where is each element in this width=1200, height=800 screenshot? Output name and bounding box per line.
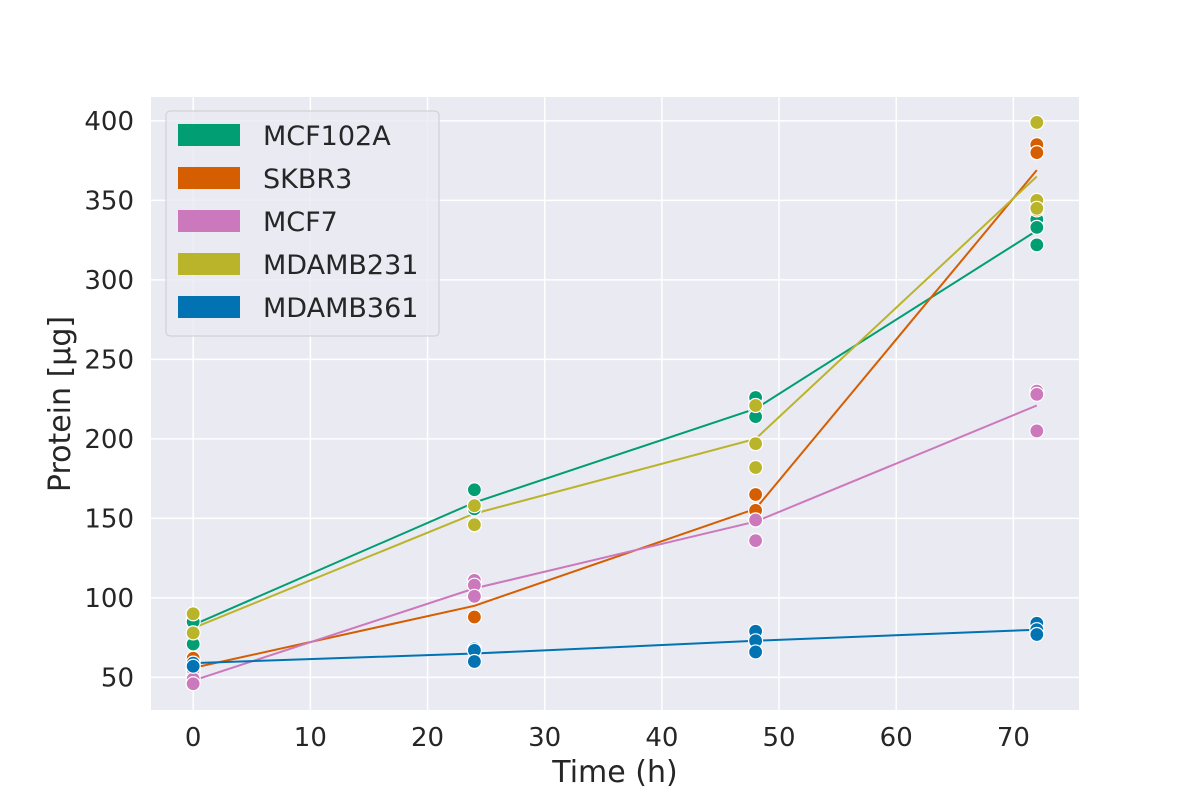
x-tick-label: 60 [880, 723, 913, 753]
data-point [748, 459, 764, 476]
data-point [748, 397, 764, 414]
series-points [185, 114, 1045, 692]
y-tick-label: 400 [84, 107, 134, 137]
data-point [748, 644, 764, 660]
y-tick-label: 250 [84, 345, 134, 375]
data-point [466, 588, 482, 604]
legend-swatch [178, 167, 240, 189]
legend-swatch [178, 253, 240, 275]
y-tick-label: 100 [84, 584, 134, 614]
y-axis-label: Protein [μg] [43, 316, 78, 492]
data-point [748, 533, 764, 549]
y-tick-labels: 50 100 150 200 250 300 350 400 [84, 107, 134, 694]
y-tick-label: 150 [84, 504, 134, 534]
y-tick-label: 50 [101, 663, 134, 693]
series-line [192, 229, 1038, 626]
data-point [185, 606, 201, 622]
data-point [466, 653, 482, 670]
series-line [192, 404, 1038, 682]
y-tick-label: 200 [84, 425, 134, 455]
data-point [185, 658, 201, 674]
series-line [192, 175, 1038, 630]
data-point [1029, 386, 1045, 402]
x-tick-label: 10 [294, 723, 327, 753]
x-tick-label: 50 [762, 723, 795, 753]
x-tick-label: 20 [411, 723, 444, 753]
legend-label: MDAMB361 [263, 293, 418, 324]
data-point [748, 486, 764, 503]
legend-label: MCF7 [263, 207, 338, 238]
data-point [1029, 114, 1045, 131]
legend-label: SKBR3 [263, 164, 352, 195]
legend-swatch [178, 210, 240, 232]
data-point [466, 517, 482, 533]
data-point [748, 512, 764, 528]
series-lines [192, 169, 1038, 682]
legend-label: MCF102A [263, 121, 391, 152]
legend: MCF102A SKBR3 MCF7 MDAMB231 MDAMB361 [165, 110, 440, 337]
data-point [1029, 423, 1045, 439]
data-point [1029, 237, 1045, 253]
data-point [466, 498, 482, 514]
data-point [1029, 626, 1045, 643]
data-point [185, 676, 201, 692]
x-tick-label: 30 [528, 723, 561, 753]
y-tick-label: 300 [84, 266, 134, 296]
legend-label: MDAMB231 [263, 250, 418, 281]
x-tick-label: 0 [185, 723, 202, 753]
data-point [748, 436, 764, 452]
series-line [192, 169, 1038, 669]
y-tick-label: 350 [84, 186, 134, 216]
x-axis-label: Time (h) [551, 755, 677, 790]
x-tick-labels: 0 10 20 30 40 50 60 70 [185, 723, 1030, 753]
x-tick-label: 70 [997, 723, 1030, 753]
data-point [1029, 145, 1045, 161]
legend-swatch [178, 124, 240, 146]
data-point [466, 482, 482, 498]
data-point [185, 625, 201, 641]
series-line [193, 628, 1037, 665]
legend-swatch [178, 296, 240, 318]
data-point [1029, 200, 1045, 216]
x-tick-label: 40 [645, 723, 678, 753]
data-point [466, 609, 482, 625]
data-point [1029, 219, 1045, 235]
